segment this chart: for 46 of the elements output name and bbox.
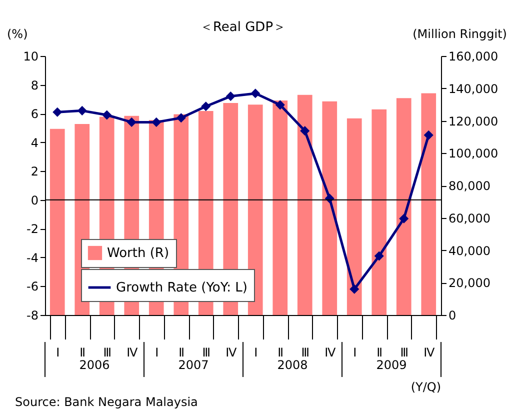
y-axis-title: (%) xyxy=(7,27,28,41)
x-tick-label: Ⅳ xyxy=(226,346,237,360)
y2-tick-label: 0 xyxy=(448,308,456,322)
y-tick-label: 8 xyxy=(30,78,38,92)
x-tick-label: Ⅰ xyxy=(353,346,357,360)
legend-label: Worth (R) xyxy=(107,246,170,261)
x-tick-label: Ⅲ xyxy=(301,346,310,360)
text: 2007 xyxy=(178,358,209,372)
x-tick-label: Ⅳ xyxy=(424,346,435,360)
y-tick-label: 0 xyxy=(30,193,38,208)
legend-label: Growth Rate (YoY: L) xyxy=(116,280,248,296)
y2-tick-label: 60,000 xyxy=(448,211,490,226)
y-tick-label: -6 xyxy=(26,280,38,294)
y2-tick-label: 160,000 xyxy=(448,50,498,64)
source-note: Source: Bank Negara Malaysia xyxy=(15,395,198,409)
x-tick-label: Ⅱ xyxy=(376,346,383,360)
y-tick-label: -2 xyxy=(26,222,38,236)
y-tick-label: -4 xyxy=(26,250,38,265)
x-tick-label: Ⅲ xyxy=(202,346,211,360)
y-tick-label: 6 xyxy=(30,107,38,122)
chart-title: ＜Real GDP＞ xyxy=(200,20,286,35)
y2-tick-label: 40,000 xyxy=(448,244,490,258)
text: 2006 xyxy=(79,358,110,372)
x-tick-label: Ⅳ xyxy=(126,346,138,360)
y2-axis-title: (Million Ringgit) xyxy=(412,27,507,41)
y2-tick-label: 120,000 xyxy=(448,114,498,128)
y-tick-label: 2 xyxy=(30,164,38,179)
x-tick-label: Ⅱ xyxy=(278,346,284,360)
y2-tick-label: 100,000 xyxy=(448,146,498,161)
y-tick-label: 4 xyxy=(30,136,38,150)
x-tick-label: Ⅲ xyxy=(400,346,409,360)
x-tick-label: Ⅰ xyxy=(254,346,258,360)
y2-tick-label: 80,000 xyxy=(448,179,490,193)
x-tick-label: Ⅱ xyxy=(178,346,185,360)
x-tick-label: Ⅰ xyxy=(155,346,159,360)
y-tick-label: 10 xyxy=(23,50,38,64)
x-tick-label: Ⅰ xyxy=(56,346,60,360)
text: 2009 xyxy=(376,358,407,372)
y2-tick-label: 20,000 xyxy=(448,276,490,290)
y2-tick-label: 140,000 xyxy=(448,82,498,96)
y-tick-label: -8 xyxy=(26,308,38,322)
text: 2008 xyxy=(277,358,308,372)
x-axis-title: (Y/Q) xyxy=(410,380,441,394)
x-tick-label: Ⅳ xyxy=(324,346,336,360)
x-tick-label: Ⅱ xyxy=(80,346,86,360)
x-tick-label: Ⅲ xyxy=(103,346,112,360)
